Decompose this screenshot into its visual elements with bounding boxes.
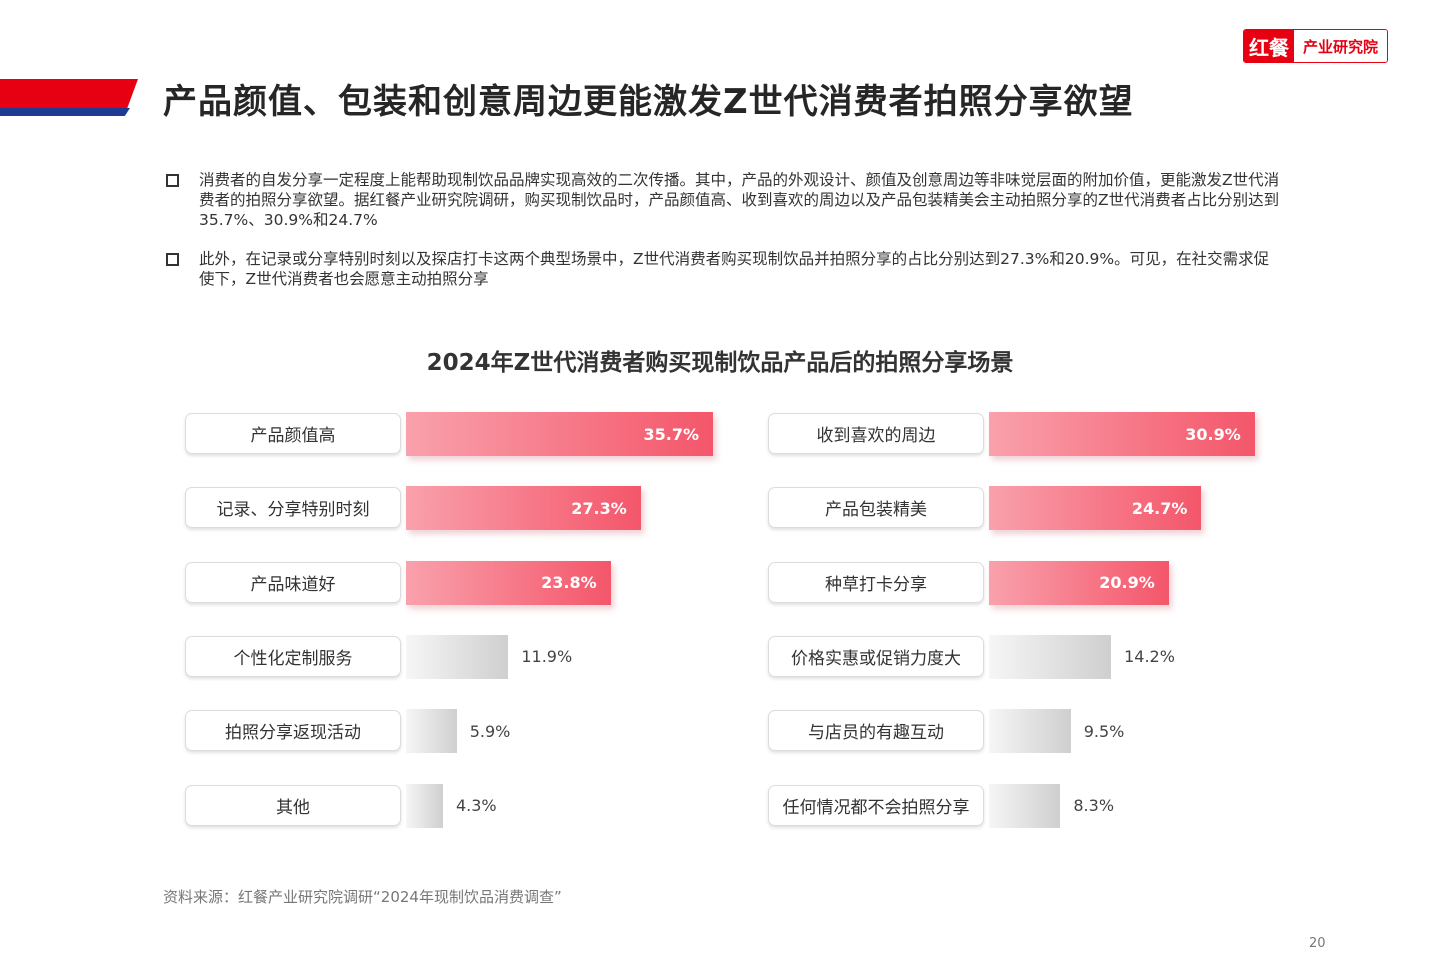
- bar: [406, 709, 457, 754]
- source-note: 资料来源：红餐产业研究院调研“2024年现制饮品消费调查”: [163, 888, 562, 906]
- bullet-item: 消费者的自发分享一定程度上能帮助现制饮品品牌实现高效的二次传播。其中，产品的外观…: [163, 170, 1283, 230]
- category-label: 与店员的有趣互动: [768, 710, 984, 752]
- bullet-text: 此外，在记录或分享特别时刻以及探店打卡这两个典型场景中，Z世代消费者购买现制饮品…: [199, 250, 1270, 288]
- category-label: 产品味道好: [185, 561, 401, 603]
- bar: [406, 560, 611, 605]
- bar: [406, 634, 509, 679]
- data-label: 5.9%: [469, 721, 511, 741]
- data-label: 23.8%: [541, 573, 597, 593]
- data-label: 24.7%: [1131, 498, 1188, 518]
- header-accent-red: [0, 79, 138, 109]
- data-label: 20.9%: [1099, 573, 1155, 593]
- square-bullet-icon: [166, 174, 179, 187]
- page-number: 20: [1309, 936, 1326, 951]
- bar: [989, 412, 1255, 456]
- category-label: 任何情况都不会拍照分享: [768, 784, 984, 826]
- data-label: 27.3%: [571, 498, 627, 518]
- data-label: 11.9%: [521, 647, 573, 667]
- data-label: 30.9%: [1185, 424, 1241, 444]
- bar: [989, 709, 1071, 754]
- category-label: 产品包装精美: [768, 487, 984, 529]
- category-label: 个性化定制服务: [185, 635, 401, 677]
- bar: [989, 486, 1202, 531]
- data-label: 4.3%: [455, 796, 497, 815]
- bar: [989, 783, 1061, 828]
- bullet-list: 消费者的自发分享一定程度上能帮助现制饮品品牌实现高效的二次传播。其中，产品的外观…: [163, 170, 1283, 308]
- category-label: 种草打卡分享: [768, 561, 984, 603]
- category-label: 拍照分享返现活动: [185, 710, 401, 752]
- bar: [406, 486, 641, 531]
- page-title: 产品颜值、包装和创意周边更能激发Z世代消费者拍照分享欲望: [163, 82, 1134, 122]
- bar: [406, 783, 443, 828]
- category-label: 收到喜欢的周边: [768, 413, 984, 454]
- data-label: 14.2%: [1124, 647, 1175, 667]
- logo-text: 产业研究院: [1294, 30, 1387, 62]
- header-accent-blue: [0, 108, 130, 116]
- bullet-text: 消费者的自发分享一定程度上能帮助现制饮品品牌实现高效的二次传播。其中，产品的外观…: [199, 171, 1280, 229]
- bar: [989, 560, 1169, 605]
- data-label: 9.5%: [1083, 721, 1125, 741]
- category-label: 产品颜值高: [185, 413, 401, 454]
- category-label: 其他: [185, 784, 401, 826]
- category-label: 价格实惠或促销力度大: [768, 635, 984, 677]
- square-bullet-icon: [166, 253, 179, 266]
- brand-logo: 红餐 产业研究院: [1243, 29, 1388, 63]
- chart-title: 2024年Z世代消费者购买现制饮品产品后的拍照分享场景: [426, 350, 1014, 376]
- category-label: 记录、分享特别时刻: [185, 487, 401, 529]
- bullet-item: 此外，在记录或分享特别时刻以及探店打卡这两个典型场景中，Z世代消费者购买现制饮品…: [163, 249, 1283, 289]
- data-label: 8.3%: [1073, 796, 1115, 815]
- data-label: 35.7%: [643, 424, 700, 444]
- bar: [406, 412, 714, 456]
- bar: [989, 634, 1112, 679]
- logo-brand-mark: 红餐: [1244, 30, 1294, 62]
